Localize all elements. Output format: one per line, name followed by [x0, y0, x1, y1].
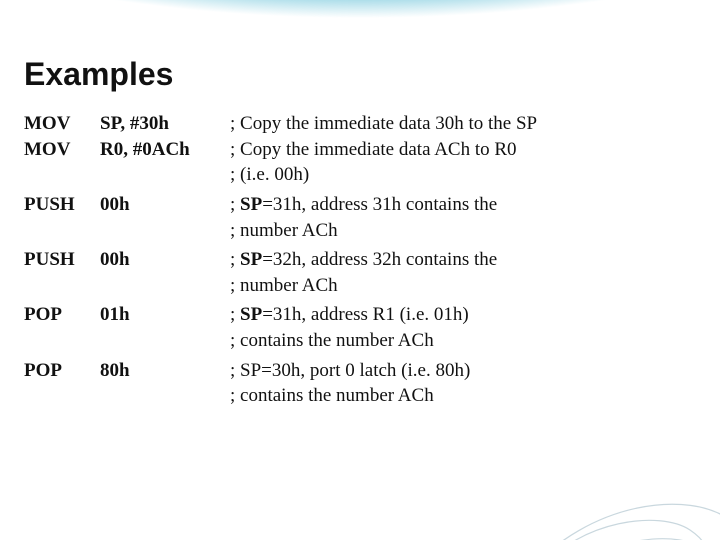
comment: ; Copy the immediate data 30h to the SP	[230, 111, 696, 137]
operand: 80h	[100, 358, 230, 384]
comment: ; SP=31h, address 31h contains the	[230, 192, 696, 218]
comment: ; contains the number ACh	[230, 328, 696, 354]
code-listing: MOVSP, #30h; Copy the immediate data 30h…	[24, 111, 696, 409]
mnemonic	[24, 328, 100, 354]
mnemonic: PUSH	[24, 192, 100, 218]
comment: ; contains the number ACh	[230, 383, 696, 409]
mnemonic	[24, 162, 100, 188]
operand: SP, #30h	[100, 111, 230, 137]
operand	[100, 328, 230, 354]
mnemonic	[24, 218, 100, 244]
slide: Examples MOVSP, #30h; Copy the immediate…	[0, 0, 720, 540]
operand	[100, 383, 230, 409]
mnemonic: POP	[24, 358, 100, 384]
operand: R0, #0ACh	[100, 137, 230, 163]
comment: ; SP=31h, address R1 (i.e. 01h)	[230, 302, 696, 328]
operand: 01h	[100, 302, 230, 328]
comment: ; number ACh	[230, 218, 696, 244]
operand: 00h	[100, 192, 230, 218]
mnemonic: MOV	[24, 111, 100, 137]
comment: ; SP=30h, port 0 latch (i.e. 80h)	[230, 358, 696, 384]
operand	[100, 162, 230, 188]
operand	[100, 273, 230, 299]
mnemonic	[24, 383, 100, 409]
comment: ; (i.e. 00h)	[230, 162, 696, 188]
comment: ; number ACh	[230, 273, 696, 299]
operand	[100, 218, 230, 244]
operand: 00h	[100, 247, 230, 273]
mnemonic	[24, 273, 100, 299]
comment: ; Copy the immediate data ACh to R0	[230, 137, 696, 163]
mnemonic: PUSH	[24, 247, 100, 273]
comment: ; SP=32h, address 32h contains the	[230, 247, 696, 273]
mnemonic: POP	[24, 302, 100, 328]
mnemonic: MOV	[24, 137, 100, 163]
slide-title: Examples	[24, 56, 696, 93]
